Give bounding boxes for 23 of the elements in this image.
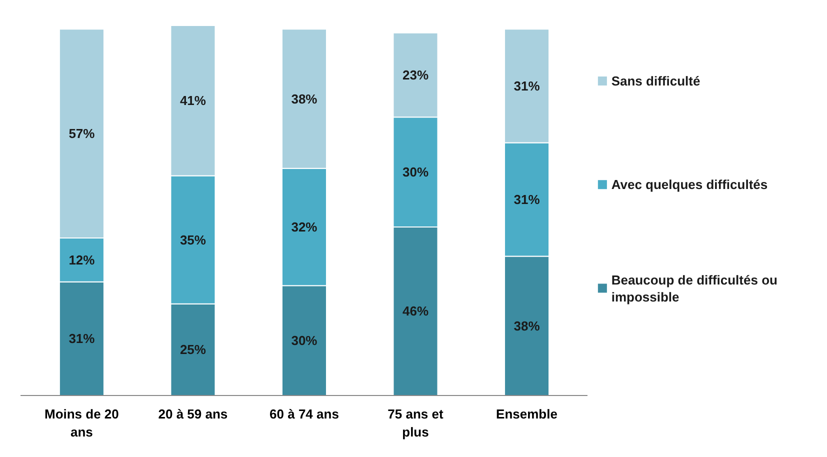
data-label: 57% (68, 126, 96, 142)
data-label: 31% (514, 192, 540, 208)
data-label: 31% (514, 78, 540, 94)
data-label: 38% (514, 318, 540, 334)
x-tick-label: 60 à 74 ans (270, 406, 339, 422)
x-tick-label: 20 à 59 ans (158, 406, 228, 422)
data-label: 30% (402, 164, 429, 180)
x-tick-label: Moins de 20 ans (44, 406, 119, 440)
data-label: 41% (180, 93, 206, 108)
data-label: 46% (402, 304, 429, 319)
data-label: 38% (291, 91, 318, 106)
data-label: 30% (291, 333, 318, 348)
data-label: 32% (291, 219, 318, 234)
data-label: 12% (68, 252, 96, 268)
legend-label: Avec quelques difficultés (611, 177, 768, 192)
data-label: 25% (180, 342, 206, 358)
data-label: 31% (68, 331, 96, 346)
x-tick-label: Ensemble (496, 406, 558, 422)
legend-label: Sans difficulté (611, 74, 700, 88)
legend-label: Beaucoup de difficultés ou impossible (611, 272, 778, 305)
x-tick-label: 75 ans et plus (388, 406, 444, 440)
data-label: 23% (402, 67, 429, 82)
data-label: 35% (180, 232, 206, 248)
